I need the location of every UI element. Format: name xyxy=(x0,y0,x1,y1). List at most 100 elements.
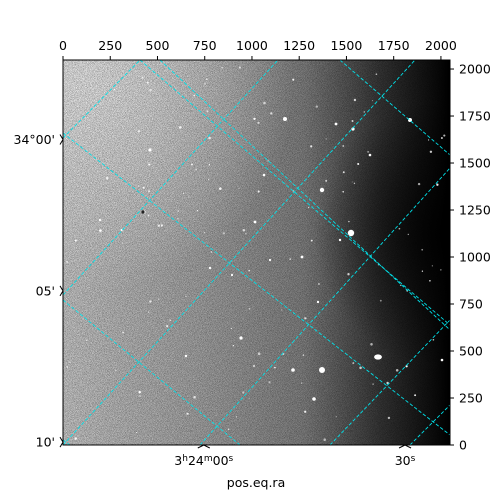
star xyxy=(372,383,374,385)
star xyxy=(310,239,313,242)
ra-tick-label: 30s xyxy=(395,453,416,468)
star xyxy=(352,362,355,365)
star xyxy=(353,182,356,184)
right-tick-label: 750 xyxy=(459,297,483,312)
dec-tick-mark xyxy=(59,134,64,145)
star xyxy=(182,192,185,195)
star xyxy=(338,238,342,242)
star xyxy=(347,229,355,237)
star xyxy=(166,325,169,328)
star xyxy=(347,273,350,276)
ra-tick-mark xyxy=(398,444,412,449)
star xyxy=(232,344,235,347)
star xyxy=(188,196,190,198)
star xyxy=(417,182,421,186)
star xyxy=(206,110,209,113)
star xyxy=(351,127,355,131)
star xyxy=(253,220,257,224)
dec-axis: 34°00' 05' 10' xyxy=(14,132,64,450)
star xyxy=(177,210,180,212)
star xyxy=(359,366,362,370)
ra-label-part: s xyxy=(411,454,416,464)
x-axis-label: pos.eq.ra xyxy=(227,475,285,490)
star xyxy=(267,160,269,162)
star xyxy=(205,78,208,81)
right-tick-label: 1000 xyxy=(459,250,491,265)
star xyxy=(443,134,446,137)
grid-line xyxy=(139,60,450,326)
star xyxy=(300,255,304,259)
star xyxy=(141,76,144,79)
dark-spot xyxy=(141,210,145,214)
star xyxy=(69,361,71,364)
grid-line xyxy=(63,60,279,296)
star xyxy=(386,381,389,385)
right-axis: 0 250 500 750 1000 1250 1500 1750 2000 xyxy=(450,62,491,453)
dec-tick-label: 10' xyxy=(36,435,55,450)
star xyxy=(136,432,138,434)
star xyxy=(203,82,206,85)
star xyxy=(114,369,117,372)
star xyxy=(169,319,171,321)
star xyxy=(137,185,139,187)
star xyxy=(440,136,443,140)
star xyxy=(105,176,109,180)
star xyxy=(86,339,88,342)
star xyxy=(158,298,160,300)
dec-tick-label: 05' xyxy=(36,283,55,298)
right-tick-label: 1250 xyxy=(459,203,491,218)
star xyxy=(120,228,123,232)
star xyxy=(137,130,140,133)
sky-image xyxy=(63,60,450,445)
star xyxy=(371,100,374,102)
star xyxy=(149,88,152,92)
star xyxy=(270,112,273,115)
star xyxy=(375,73,378,76)
ra-label-part: m xyxy=(204,454,213,464)
star xyxy=(177,218,179,220)
top-tick-label: 250 xyxy=(98,38,122,53)
ra-label-part: 30 xyxy=(395,453,411,468)
ra-tick-mark xyxy=(197,444,211,449)
star xyxy=(210,251,213,253)
star xyxy=(353,98,357,102)
star xyxy=(387,416,391,420)
star xyxy=(147,214,150,217)
right-tick-label: 500 xyxy=(459,344,483,359)
right-tick-label: 0 xyxy=(459,438,467,453)
star xyxy=(186,412,189,415)
right-tick-label: 2000 xyxy=(459,62,491,77)
star xyxy=(274,366,276,369)
star xyxy=(248,397,250,399)
star xyxy=(436,183,439,186)
star xyxy=(196,210,199,212)
grid-line xyxy=(63,60,141,139)
star xyxy=(307,206,310,209)
top-axis: 0 250 500 750 1000 1250 1500 1750 2000 xyxy=(59,38,457,60)
star xyxy=(405,365,408,368)
star xyxy=(368,153,372,157)
ra-label-part: 3 xyxy=(174,453,182,468)
star xyxy=(235,416,237,418)
plot-frame xyxy=(62,59,451,446)
star xyxy=(74,437,77,440)
ra-axis: 3h24m00s 30s xyxy=(174,444,416,468)
top-tick-label: 750 xyxy=(193,38,217,53)
star xyxy=(398,227,401,230)
star xyxy=(99,229,102,232)
star xyxy=(113,88,116,91)
grid-line xyxy=(63,439,71,445)
ra-label-part: 00 xyxy=(213,453,229,468)
star xyxy=(157,224,161,227)
coordinate-grid xyxy=(63,60,450,445)
top-tick-label: 500 xyxy=(146,38,170,53)
star xyxy=(149,300,152,303)
star xyxy=(342,145,345,147)
star xyxy=(126,209,128,211)
star xyxy=(148,190,151,193)
star xyxy=(310,145,313,148)
star xyxy=(122,242,124,244)
star xyxy=(193,395,196,399)
star xyxy=(222,232,226,235)
